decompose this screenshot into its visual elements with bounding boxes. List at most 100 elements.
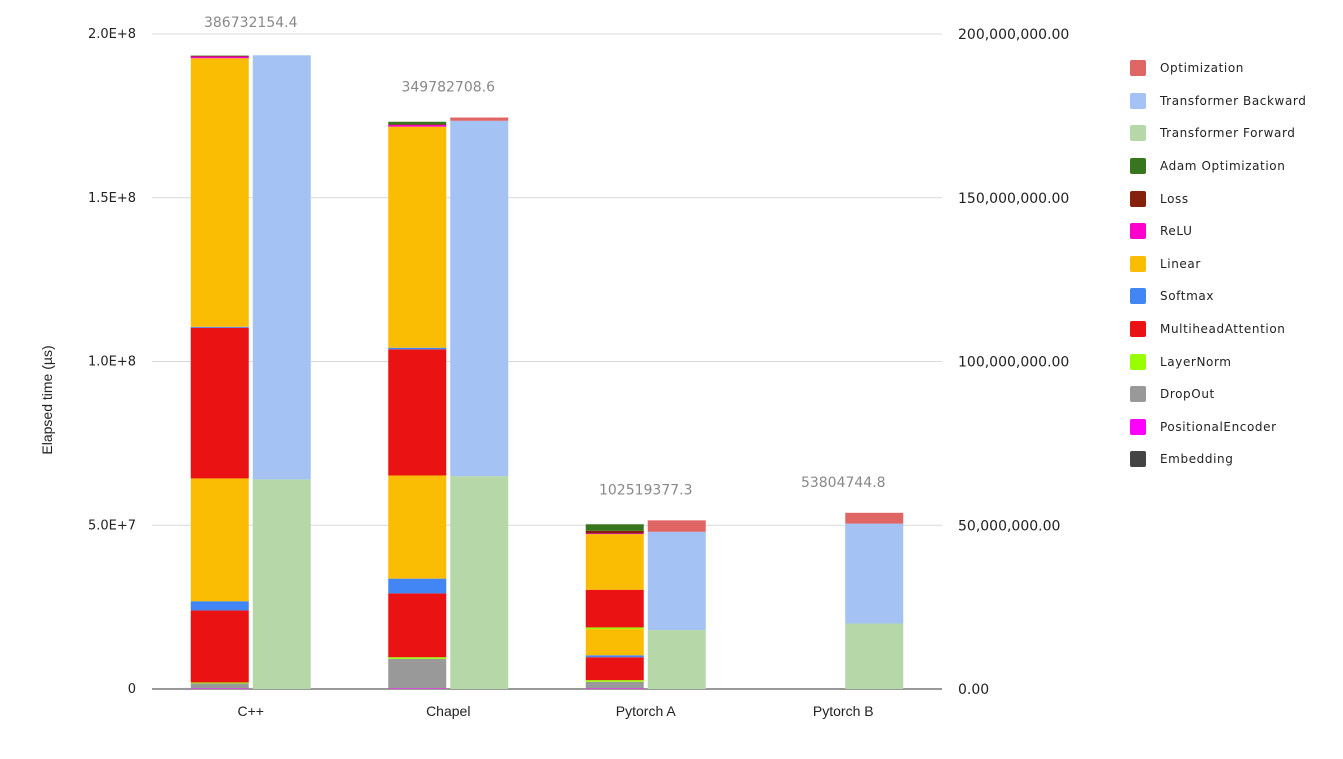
legend-label: Softmax [1160,289,1215,304]
bar-segment-multiheadattention [190,327,249,479]
bar-segment-layernorm [388,657,447,659]
legend-item[interactable]: Loss [1130,182,1306,215]
legend-label: Embedding [1160,452,1234,467]
bar-segment-transformer-forward [450,476,509,689]
bar-segment-transformer-forward [647,630,706,689]
legend-label: Optimization [1160,61,1244,76]
left-axis-tick-label: 1.5E+8 [88,191,136,206]
left-axis-tick-label: 5.0E+7 [88,518,136,533]
legend-item[interactable]: Adam Optimization [1130,150,1306,183]
legend-item[interactable]: MultiheadAttention [1130,313,1306,346]
bar-segment-softmax [388,578,447,594]
bar-segment-loss [585,530,644,534]
bar-segment-linear [388,475,447,579]
legend-swatch-icon [1130,92,1146,109]
legend-item[interactable]: Transformer Forward [1130,117,1306,150]
bar-segment-multiheadattention [388,593,447,658]
bar-segment-optimization [845,512,904,524]
bar-segment-softmax [585,655,644,658]
legend-swatch-icon [1130,386,1146,403]
bar-segment-transformer-backward [450,120,509,477]
bar-segment-transformer-forward [252,479,311,689]
bar-segment-transformer-backward [647,531,706,631]
bar-segment-multiheadattention [585,657,644,681]
x-axis-category-label: Chapel [426,703,470,719]
total-label: 349782708.6 [401,80,495,96]
legend-label: PositionalEncoder [1160,419,1277,434]
bar-segment-layernorm [585,680,644,682]
total-label: 386732154.4 [204,15,298,31]
bar-segment-embedding [388,688,447,690]
legend-label: Adam Optimization [1160,159,1286,174]
bar-segment-softmax [190,601,249,611]
legend-swatch-icon [1130,288,1146,305]
bar-segment-linear [190,58,249,327]
bar-segment-layernorm [190,682,249,684]
left-axis-tick-label: 1.0E+8 [88,355,136,370]
total-label: 102519377.3 [599,482,693,498]
legend-swatch-icon [1130,353,1146,370]
bar-segment-embedding [585,688,644,690]
x-axis-category-label: C++ [238,703,264,719]
bar-segment-adam-optimization [585,524,644,531]
legend-swatch-icon [1130,190,1146,207]
bar-segment-optimization [647,520,706,532]
legend-item[interactable]: PositionalEncoder [1130,411,1306,444]
bar-segment-multiheadattention [585,589,644,628]
bar-segment-linear [585,534,644,590]
bar-segment-dropout [585,681,644,689]
legend-label: DropOut [1160,387,1215,402]
legend-swatch-icon [1130,158,1146,175]
bar-segment-linear [388,126,447,348]
legend-label: Transformer Forward [1160,126,1296,141]
bar-segment-positionalencoder [585,688,644,689]
bar-segment-multiheadattention [388,349,447,476]
bar-segment-transformer-forward [845,623,904,689]
bar-segment-linear [585,629,644,656]
bar-segment-softmax [388,347,447,350]
left-axis-tick-label: 0 [128,682,136,697]
bar-segment-linear [190,478,249,602]
total-label: 53804744.8 [801,475,886,491]
bar-segment-adam-optimization [190,55,249,57]
legend-swatch-icon [1130,223,1146,240]
bar-segment-loss [190,55,249,57]
bar-segment-layernorm [585,627,644,630]
legend-swatch-icon [1130,125,1146,142]
legend-swatch-icon [1130,418,1146,435]
bar-segment-optimization [450,117,509,121]
x-axis-category-label: Pytorch B [813,703,874,719]
legend-label: MultiheadAttention [1160,322,1286,337]
right-axis-tick-label: 0.00 [958,682,989,698]
legend-label: Linear [1160,256,1201,271]
legend-item[interactable]: DropOut [1130,378,1306,411]
legend-item[interactable]: Embedding [1130,443,1306,476]
legend-item[interactable]: LayerNorm [1130,345,1306,378]
legend-item[interactable]: Transformer Backward [1130,85,1306,118]
bar-segment-positionalencoder [190,688,249,689]
left-axis-tick-label: 2.0E+8 [88,27,136,42]
y-axis-title: Elapsed time (µs) [39,345,55,454]
legend-label: ReLU [1160,224,1193,239]
bar-segment-multiheadattention [190,610,249,683]
legend-item[interactable]: Optimization [1130,52,1306,85]
bar-segment-relu [585,533,644,535]
legend-swatch-icon [1130,451,1146,468]
bar-segment-dropout [388,658,447,689]
legend-swatch-icon [1130,255,1146,272]
right-axis-tick-label: 50,000,000.00 [958,518,1060,534]
bar-segment-adam-optimization [388,121,447,125]
bar-segment-softmax [190,326,249,328]
legend-label: LayerNorm [1160,354,1232,369]
legend-item[interactable]: Linear [1130,248,1306,281]
right-axis-tick-label: 100,000,000.00 [958,355,1069,371]
legend-item[interactable]: ReLU [1130,215,1306,248]
bar-segment-embedding [190,688,249,690]
bar-segment-loss [388,124,447,125]
chart-legend: Optimization Transformer Backward Transfor… [1130,52,1306,476]
bar-segment-relu [388,124,447,127]
bar-segment-relu [190,56,249,59]
legend-item[interactable]: Softmax [1130,280,1306,313]
